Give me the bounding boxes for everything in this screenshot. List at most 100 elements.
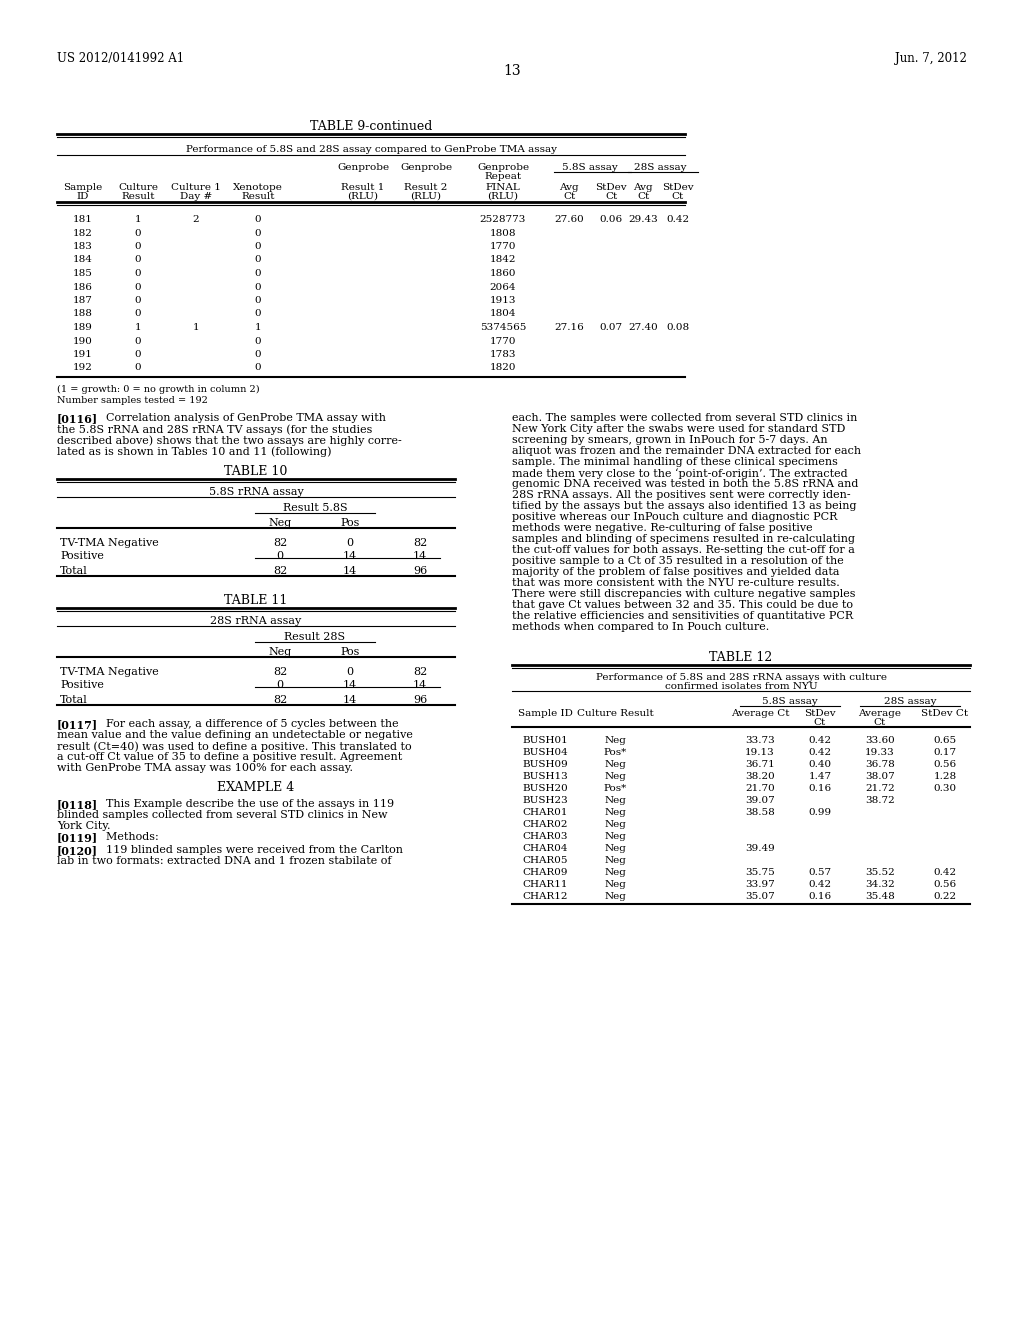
Text: 0.42: 0.42	[934, 869, 956, 876]
Text: 0: 0	[135, 282, 141, 292]
Text: 0.42: 0.42	[667, 215, 689, 224]
Text: 14: 14	[413, 680, 427, 690]
Text: StDev: StDev	[595, 183, 627, 191]
Text: 14: 14	[343, 696, 357, 705]
Text: Neg: Neg	[268, 517, 292, 528]
Text: Total: Total	[60, 696, 88, 705]
Text: 0: 0	[135, 363, 141, 372]
Text: Average Ct: Average Ct	[731, 709, 790, 718]
Text: Positive: Positive	[60, 680, 103, 690]
Text: Xenotope: Xenotope	[233, 183, 283, 191]
Text: 0: 0	[255, 228, 261, 238]
Text: 19.33: 19.33	[865, 748, 895, 756]
Text: Avg: Avg	[559, 183, 579, 191]
Text: blinded samples collected from several STD clinics in New: blinded samples collected from several S…	[57, 810, 387, 820]
Text: Performance of 5.8S and 28S rRNA assays with culture: Performance of 5.8S and 28S rRNA assays …	[596, 673, 887, 682]
Text: Result: Result	[242, 191, 274, 201]
Text: 13: 13	[503, 63, 521, 78]
Text: CHAR11: CHAR11	[522, 880, 567, 888]
Text: 5374565: 5374565	[480, 323, 526, 333]
Text: (RLU): (RLU)	[347, 191, 379, 201]
Text: Sample ID: Sample ID	[517, 709, 572, 718]
Text: Day #: Day #	[180, 191, 212, 201]
Text: Neg: Neg	[604, 820, 626, 829]
Text: Performance of 5.8S and 28S assay compared to GenProbe TMA assay: Performance of 5.8S and 28S assay compar…	[185, 145, 556, 154]
Text: 1.47: 1.47	[808, 772, 831, 781]
Text: Ct: Ct	[672, 191, 684, 201]
Text: 119 blinded samples were received from the Carlton: 119 blinded samples were received from t…	[99, 845, 403, 855]
Text: TABLE 10: TABLE 10	[224, 465, 288, 478]
Text: Culture 1: Culture 1	[171, 183, 221, 191]
Text: positive sample to a Ct of 35 resulted in a resolution of the: positive sample to a Ct of 35 resulted i…	[512, 556, 844, 566]
Text: 0.42: 0.42	[808, 737, 831, 744]
Text: 0.40: 0.40	[808, 760, 831, 770]
Text: each. The samples were collected from several STD clinics in: each. The samples were collected from se…	[512, 413, 857, 422]
Text: 1913: 1913	[489, 296, 516, 305]
Text: 28S rRNA assays. All the positives sent were correctly iden-: 28S rRNA assays. All the positives sent …	[512, 490, 851, 500]
Text: 0: 0	[255, 215, 261, 224]
Text: 39.07: 39.07	[745, 796, 775, 805]
Text: 1: 1	[135, 323, 141, 333]
Text: 187: 187	[73, 296, 93, 305]
Text: screening by smears, grown in InPouch for 5-7 days. An: screening by smears, grown in InPouch fo…	[512, 436, 827, 445]
Text: Result 1: Result 1	[341, 183, 385, 191]
Text: that was more consistent with the NYU re-culture results.: that was more consistent with the NYU re…	[512, 578, 840, 587]
Text: described above) shows that the two assays are highly corre-: described above) shows that the two assa…	[57, 436, 401, 446]
Text: Pos*: Pos*	[603, 784, 627, 793]
Text: CHAR04: CHAR04	[522, 843, 567, 853]
Text: tified by the assays but the assays also identified 13 as being: tified by the assays but the assays also…	[512, 502, 856, 511]
Text: 1: 1	[135, 215, 141, 224]
Text: sample. The minimal handling of these clinical specimens: sample. The minimal handling of these cl…	[512, 457, 838, 467]
Text: lab in two formats: extracted DNA and 1 frozen stabilate of: lab in two formats: extracted DNA and 1 …	[57, 855, 391, 866]
Text: 0: 0	[135, 228, 141, 238]
Text: For each assay, a difference of 5 cycles between the: For each assay, a difference of 5 cycles…	[99, 719, 398, 729]
Text: Neg: Neg	[604, 880, 626, 888]
Text: 182: 182	[73, 228, 93, 238]
Text: 0: 0	[255, 363, 261, 372]
Text: BUSH23: BUSH23	[522, 796, 568, 805]
Text: 0: 0	[255, 242, 261, 251]
Text: 1860: 1860	[489, 269, 516, 279]
Text: confirmed isolates from NYU: confirmed isolates from NYU	[665, 682, 817, 690]
Text: the cut-off values for both assays. Re-setting the cut-off for a: the cut-off values for both assays. Re-s…	[512, 545, 855, 554]
Text: [0116]: [0116]	[57, 413, 98, 424]
Text: Avg: Avg	[633, 183, 653, 191]
Text: 0: 0	[135, 350, 141, 359]
Text: [0120]: [0120]	[57, 845, 98, 855]
Text: 0.56: 0.56	[934, 880, 956, 888]
Text: the 5.8S rRNA and 28S rRNA TV assays (for the studies: the 5.8S rRNA and 28S rRNA TV assays (fo…	[57, 424, 373, 434]
Text: New York City after the swabs were used for standard STD: New York City after the swabs were used …	[512, 424, 846, 434]
Text: 0: 0	[255, 350, 261, 359]
Text: York City.: York City.	[57, 821, 111, 832]
Text: Correlation analysis of GenProbe TMA assay with: Correlation analysis of GenProbe TMA ass…	[99, 413, 386, 422]
Text: 190: 190	[73, 337, 93, 346]
Text: 38.07: 38.07	[865, 772, 895, 781]
Text: 0: 0	[255, 296, 261, 305]
Text: 38.72: 38.72	[865, 796, 895, 805]
Text: with GenProbe TMA assay was 100% for each assay.: with GenProbe TMA assay was 100% for eac…	[57, 763, 353, 774]
Text: 36.78: 36.78	[865, 760, 895, 770]
Text: 82: 82	[413, 539, 427, 548]
Text: genomic DNA received was tested in both the 5.8S rRNA and: genomic DNA received was tested in both …	[512, 479, 858, 488]
Text: 2064: 2064	[489, 282, 516, 292]
Text: 27.16: 27.16	[554, 323, 584, 333]
Text: Neg: Neg	[604, 808, 626, 817]
Text: 191: 191	[73, 350, 93, 359]
Text: 0: 0	[255, 337, 261, 346]
Text: Culture Result: Culture Result	[577, 709, 653, 718]
Text: FINAL: FINAL	[485, 183, 520, 191]
Text: 0: 0	[346, 539, 353, 548]
Text: BUSH09: BUSH09	[522, 760, 568, 770]
Text: 35.48: 35.48	[865, 892, 895, 902]
Text: 82: 82	[272, 667, 287, 677]
Text: TABLE 9-continued: TABLE 9-continued	[310, 120, 432, 133]
Text: 21.70: 21.70	[745, 784, 775, 793]
Text: 33.73: 33.73	[745, 737, 775, 744]
Text: Neg: Neg	[268, 647, 292, 657]
Text: [0118]: [0118]	[57, 799, 98, 810]
Text: TV-TMA Negative: TV-TMA Negative	[60, 539, 159, 548]
Text: 5.8S rRNA assay: 5.8S rRNA assay	[209, 487, 303, 498]
Text: 14: 14	[343, 566, 357, 576]
Text: Methods:: Methods:	[99, 832, 159, 842]
Text: 0.16: 0.16	[808, 892, 831, 902]
